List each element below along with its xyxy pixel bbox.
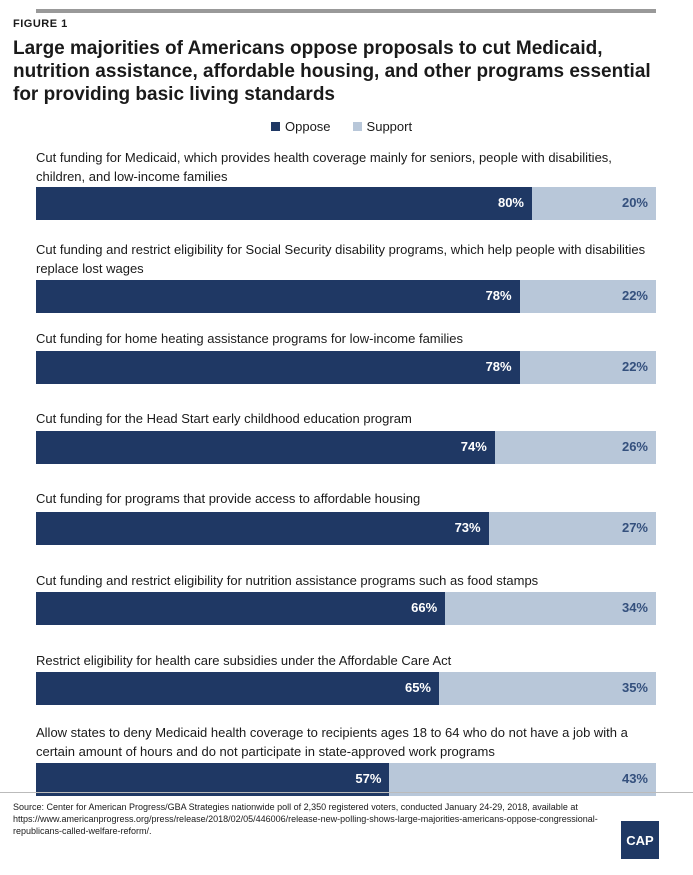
category-label: Cut funding and restrict eligibility for… [36,242,646,276]
data-label-support: 22% [621,359,648,374]
bar-segment-oppose: 57% [36,763,390,796]
category-label: Allow states to deny Medicaid health cov… [36,725,628,759]
stacked-bar: 73% 27% [36,512,656,545]
bar-segment-support: 43% [389,763,656,796]
category-label: Cut funding for home heating assistance … [36,331,464,346]
data-label-oppose: 57% [355,771,382,786]
data-label-oppose: 65% [404,680,431,695]
bar-segment-oppose: 80% [36,187,532,220]
data-label-oppose: 78% [485,288,512,303]
legend-item-oppose: Oppose [271,119,331,134]
stacked-bar: 78% 22% [36,280,656,313]
bar-segment-oppose: 65% [36,672,439,705]
stacked-bar: 74% 26% [36,431,656,464]
bar-segment-oppose: 78% [36,351,520,384]
bar-segment-support: 20% [532,187,656,220]
stacked-bar: 66% 34% [36,592,656,625]
bar-segment-support: 22% [519,280,656,313]
legend-swatch-oppose [271,122,280,131]
data-label-support: 22% [621,288,648,303]
category-label: Cut funding for the Head Start early chi… [36,411,412,426]
data-label-oppose: 80% [497,195,524,210]
category-label: Cut funding for programs that provide ac… [36,491,421,506]
bar-segment-support: 27% [488,512,656,545]
data-label-support: 20% [621,195,648,210]
bar-segment-support: 26% [494,431,656,464]
category-label: Cut funding for Medicaid, which provides… [36,150,612,184]
bar-segment-oppose: 78% [36,280,520,313]
category-label: Cut funding and restrict eligibility for… [36,573,539,588]
top-rule [36,9,656,13]
bar-segment-oppose: 66% [36,592,446,625]
stacked-bar: 57% 43% [36,763,656,796]
stacked-bar: 65% 35% [36,672,656,705]
stacked-bar: 78% 22% [36,351,656,384]
data-label-support: 43% [621,771,648,786]
bottom-rule [0,792,693,793]
bar-segment-oppose: 73% [36,512,489,545]
bar-segment-support: 34% [445,592,656,625]
data-label-support: 27% [621,520,648,535]
legend-swatch-support [352,122,362,131]
cap-logo: CAP [621,821,659,859]
data-label-support: 35% [621,680,648,695]
data-label-oppose: 66% [411,600,438,615]
data-label-support: 26% [621,439,648,454]
legend-label-support: Support [366,119,413,134]
figure-label: FIGURE 1 [13,18,68,30]
legend: Oppose Support [271,119,434,134]
source-note: Source: Center for American Progress/GBA… [13,802,598,836]
legend-label-oppose: Oppose [285,119,331,134]
legend-item-support: Support [352,119,413,134]
data-label-oppose: 74% [460,439,487,454]
category-label: Restrict eligibility for health care sub… [36,653,452,668]
bar-segment-oppose: 74% [36,431,495,464]
bar-segment-support: 35% [439,672,656,705]
chart-title: Large majorities of Americans oppose pro… [13,38,651,105]
data-label-support: 34% [621,600,648,615]
data-label-oppose: 78% [485,359,512,374]
stacked-bar: 80% 20% [36,187,656,220]
bar-segment-support: 22% [519,351,656,384]
data-label-oppose: 73% [454,520,481,535]
